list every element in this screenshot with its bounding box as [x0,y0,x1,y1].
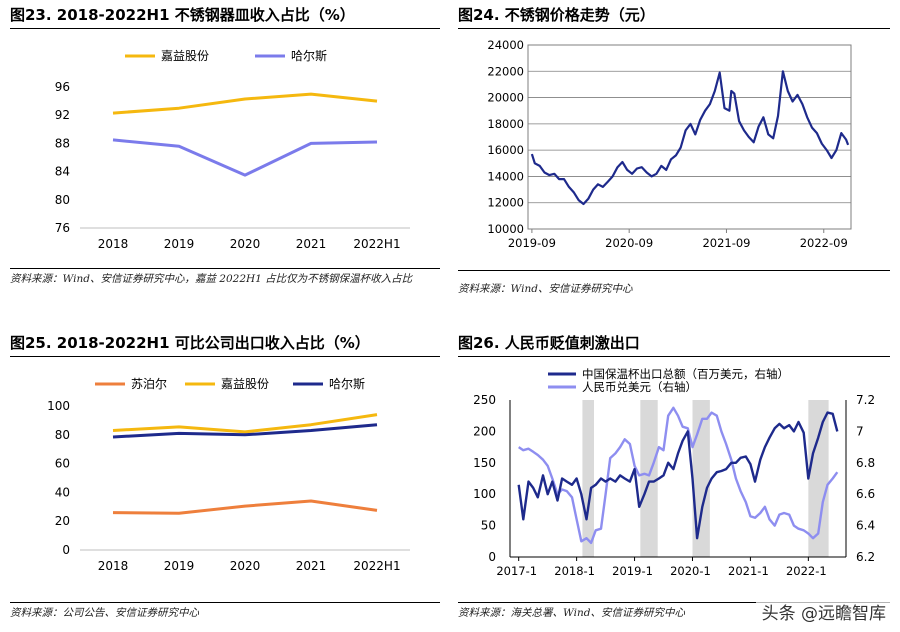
chart26-source: 资料来源：海关总署、Wind、安信证券研究中心 [458,607,685,619]
chart24-xtick-label: 2020-09 [605,236,653,250]
chart26-top-rule [458,356,890,357]
chart26-xtick-label: 2020-1 [670,564,711,578]
panel-chart23: 图23. 2018-2022H1 不锈钢器皿收入占比（%） 76 80 84 88 92… [10,0,440,310]
panel-chart26: 图26. 人民币贬值刺激出口 0 50 100 150 200 250 6.2 6.4 6.6 6… [458,330,890,630]
chart25-plot: 0 20 40 60 80 100 2018 2019 2020 2021 2022H1 苏泊尔 嘉益股… [47,376,410,573]
chart24-ytick-label: 24000 [487,38,524,52]
chart25-top-rule [10,356,440,357]
chart24-ytick-label: 12000 [487,196,524,210]
chart26-xtick-label: 2018-1 [554,564,595,578]
chart24-xtick-label: 2021-09 [702,236,750,250]
panel-chart25: 图25. 2018-2022H1 可比公司出口收入占比（%） 0 20 40 60 80… [10,330,440,630]
chart23-legend-label: 哈尔斯 [291,48,327,63]
chart26-xtick-label: 2021-1 [728,564,769,578]
chart24-ytick-label: 14000 [487,169,524,183]
chart24-ytick-label: 18000 [487,117,524,131]
chart26-left-tick-label: 250 [473,393,496,407]
chart26-shaded-period [582,400,594,557]
chart24-price-line [530,70,850,206]
chart25-series-line [112,423,378,439]
chart26-left-tick-label: 50 [481,519,496,533]
chart25-xtick-label: 2022H1 [353,559,400,573]
chart23-legend-label: 嘉益股份 [161,49,209,63]
chart23-ytick-label: 84 [55,165,70,179]
chart24-bottom-rule [458,270,890,271]
chart24-title: 图24. 不锈钢价格走势（元） [458,6,655,24]
chart26-series-line [517,411,839,540]
chart26-right-tick-label: 6.8 [856,456,875,470]
watermark-label: 头条 @远瞻智库 [755,597,892,626]
chart24-ytick-label: 10000 [487,222,524,236]
chart26-left-tick-label: 0 [488,550,496,564]
chart25-title: 图25. 2018-2022H1 可比公司出口收入占比（%） [10,334,370,352]
chart23-series-line [112,92,378,115]
chart23-xtick-label: 2019 [164,237,195,251]
chart25-ytick-label: 20 [55,514,70,528]
chart26-series-line [518,406,839,545]
chart25-legend-label: 哈尔斯 [329,376,365,391]
chart26-title: 图26. 人民币贬值刺激出口 [458,334,640,352]
chart23-title: 图23. 2018-2022H1 不锈钢器皿收入占比（%） [10,6,355,24]
chart26-shaded-period [692,400,710,557]
chart26-xtick-label: 2017-1 [496,564,537,578]
chart24-top-rule [458,28,890,29]
chart26-shaded-period [808,400,829,557]
chart26-xtick-label: 2019-1 [612,564,653,578]
chart23-xtick-label: 2020 [230,237,261,251]
chart23-ytick-label: 92 [55,108,70,122]
chart26-shaded-period [640,400,658,557]
chart25-series-line [112,413,378,434]
chart23-ytick-label: 88 [55,136,70,150]
chart25-ytick-label: 40 [55,485,70,499]
chart25-legend-label: 苏泊尔 [131,376,167,391]
chart26-right-tick-label: 7 [856,424,864,438]
chart23-ytick-label: 80 [55,193,70,207]
chart24-xtick-label: 2022-09 [800,236,848,250]
chart26-legend-label: 人民币兑美元（右轴） [582,380,697,394]
chart25-ytick-label: 60 [55,457,70,471]
chart24-ytick-label: 16000 [487,143,524,157]
chart26-right-tick-label: 7.2 [856,393,875,407]
chart23-bottom-rule [10,268,440,269]
chart25-ytick-label: 80 [55,428,70,442]
chart25-ytick-label: 100 [47,399,70,413]
chart26-right-tick-label: 6.6 [856,487,875,501]
chart24-plot: 10000 12000 14000 16000 18000 20000 22000 24000… [487,38,852,250]
chart26-left-tick-label: 200 [473,424,496,438]
chart25-legend-label: 嘉益股份 [221,377,269,391]
panel-chart24: 图24. 不锈钢价格走势（元） 10000 12000 14000 16000 1800… [458,0,890,310]
chart26-left-tick-label: 150 [473,456,496,470]
chart25-xtick-label: 2021 [296,559,327,573]
chart24-source: 资料来源：Wind、安信证券研究中心 [458,283,633,295]
chart25-xtick-label: 2020 [230,559,261,573]
chart24-ytick-label: 22000 [487,64,524,78]
chart25-series-line [112,499,378,515]
chart25-source: 资料来源：公司公告、安信证券研究中心 [10,607,199,619]
chart23-ytick-label: 76 [55,221,70,235]
chart23-xtick-label: 2021 [296,237,327,251]
chart25-ytick-label: 0 [62,543,70,557]
chart24-ytick-label: 20000 [487,91,524,105]
chart26-bottom-rule [458,602,890,603]
chart26-legend-label: 中国保温杯出口总额（百万美元，右轴） [582,367,789,381]
chart25-xtick-label: 2019 [164,559,195,573]
chart23-series-line [112,138,378,177]
chart23-xtick-label: 2022H1 [353,237,400,251]
chart23-top-rule [10,28,440,29]
chart25-bottom-rule [10,602,440,603]
chart25-xtick-label: 2018 [98,559,129,573]
chart26-xtick-label: 2022-1 [786,564,827,578]
chart23-plot: 76 80 84 88 92 96 2018 2019 2020 2021 2022H1 嘉益股份 哈尔… [55,48,410,251]
chart26-left-tick-label: 100 [473,487,496,501]
chart23-source: 资料来源：Wind、安信证券研究中心，嘉益 2022H1 占比仅为不锈钢保温杯收… [10,273,413,285]
chart26-plot: 0 50 100 150 200 250 6.2 6.4 6.6 6.8 7 7.2 2017-1 201… [473,367,875,578]
chart23-xtick-label: 2018 [98,237,129,251]
chart26-right-tick-label: 6.2 [856,550,875,564]
chart24-xtick-label: 2019-09 [508,236,556,250]
chart26-right-tick-label: 6.4 [856,519,875,533]
chart23-ytick-label: 96 [55,80,70,94]
chart24-frame [527,44,852,230]
